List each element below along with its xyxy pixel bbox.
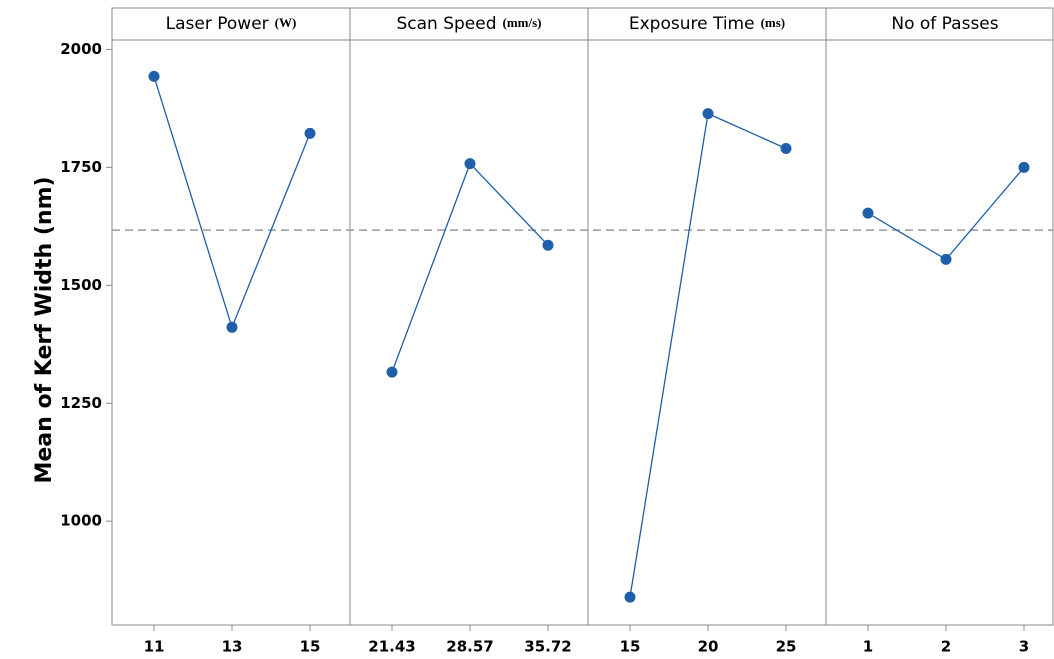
point bbox=[702, 108, 714, 120]
series-line bbox=[629, 112, 787, 598]
x-tick-label: 2 bbox=[941, 638, 951, 656]
x-tick-label: 1 bbox=[863, 638, 873, 656]
plot-frame bbox=[111, 7, 1054, 626]
y-tick-label: 1750 bbox=[60, 158, 102, 176]
x-tick-label: 15 bbox=[620, 638, 641, 656]
panel-title-text: Exposure Time bbox=[629, 14, 755, 34]
series-line bbox=[867, 166, 1025, 261]
x-tick-label: 13 bbox=[222, 638, 243, 656]
y-tick-label: 1250 bbox=[60, 394, 102, 412]
point bbox=[780, 143, 792, 155]
panel-unit: (W) bbox=[275, 15, 297, 30]
panel-unit: (mm/s) bbox=[503, 15, 542, 30]
point bbox=[148, 70, 160, 82]
panel-title: No of Passes bbox=[891, 14, 998, 34]
x-tick-label: 35.72 bbox=[524, 638, 571, 656]
panel-title: Scan Speed (mm/s) bbox=[396, 14, 541, 34]
y-axis-label: Mean of Kerf Width (nm) bbox=[32, 176, 57, 483]
point bbox=[940, 253, 952, 265]
x-tick-label: 21.43 bbox=[368, 638, 415, 656]
x-tick-label: 15 bbox=[300, 638, 321, 656]
x-tick-label: 28.57 bbox=[446, 638, 493, 656]
point bbox=[464, 158, 476, 170]
x-tick-label: 25 bbox=[776, 638, 797, 656]
point bbox=[386, 366, 398, 378]
point bbox=[226, 321, 238, 333]
point bbox=[542, 239, 554, 251]
point bbox=[304, 127, 316, 139]
panel-title: Laser Power (W) bbox=[166, 14, 297, 34]
panel-title-text: No of Passes bbox=[891, 14, 998, 34]
point bbox=[624, 591, 636, 603]
point bbox=[862, 207, 874, 219]
panel-title-text: Laser Power bbox=[166, 14, 269, 34]
point bbox=[1018, 161, 1030, 173]
panel-title-text: Scan Speed bbox=[396, 14, 496, 34]
panel-unit: (ms) bbox=[761, 15, 786, 30]
x-tick-label: 11 bbox=[144, 638, 165, 656]
series-line bbox=[153, 76, 311, 330]
y-tick-label: 1500 bbox=[60, 276, 102, 294]
panel-title: Exposure Time (ms) bbox=[629, 14, 785, 34]
x-tick-label: 20 bbox=[698, 638, 719, 656]
x-tick-label: 3 bbox=[1019, 638, 1029, 656]
series-line bbox=[391, 162, 549, 373]
y-tick-label: 2000 bbox=[60, 40, 102, 58]
y-tick-label: 1000 bbox=[60, 512, 102, 530]
